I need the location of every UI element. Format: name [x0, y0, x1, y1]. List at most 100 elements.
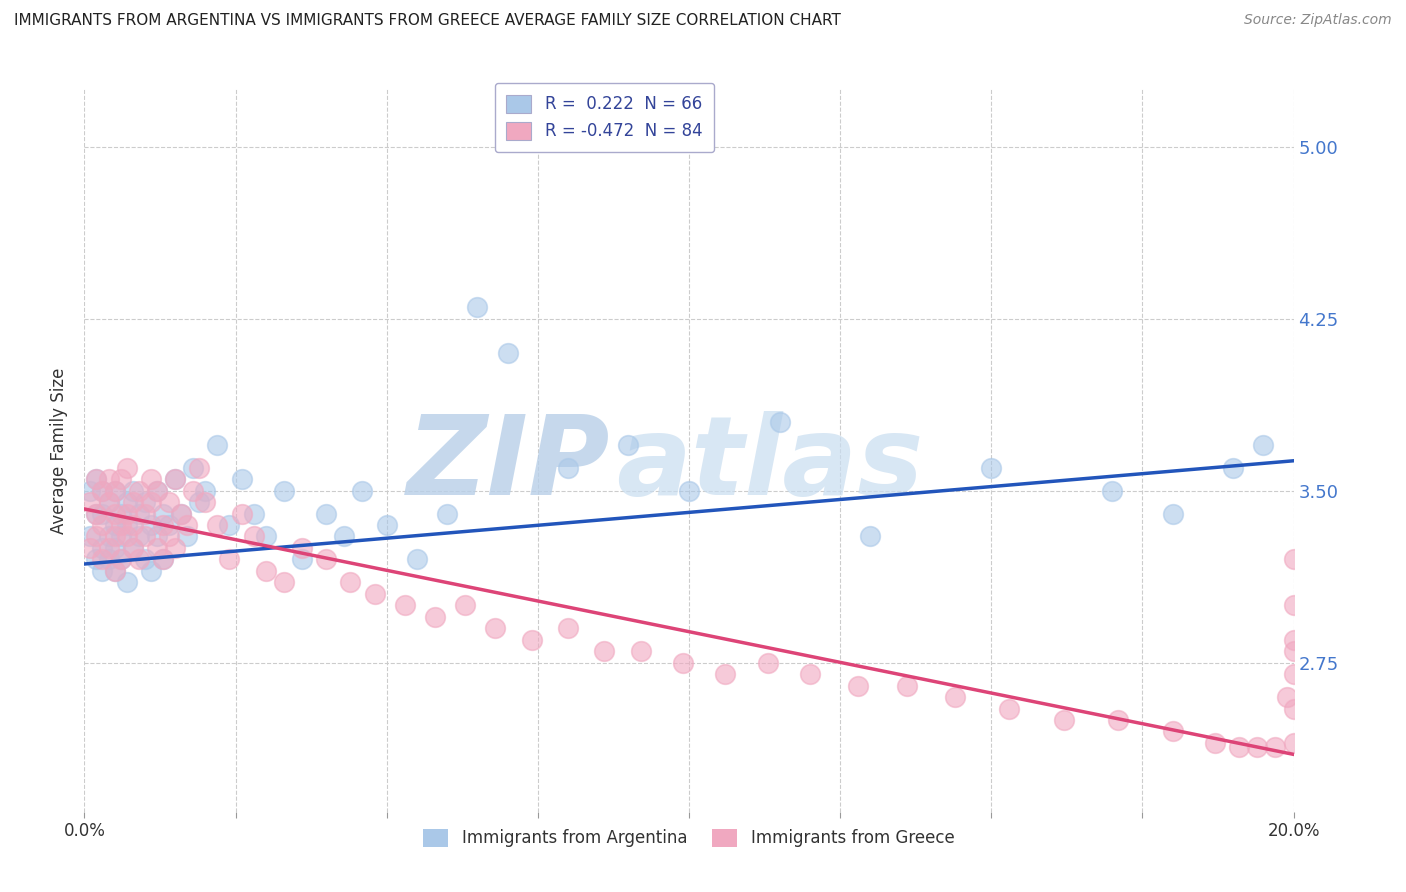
Point	[231, 507, 253, 521]
Point	[110, 472, 132, 486]
Point	[231, 472, 253, 486]
Point	[1253, 438, 1275, 452]
Point	[678, 483, 700, 498]
Point	[799, 667, 821, 681]
Point	[176, 518, 198, 533]
Point	[339, 575, 361, 590]
Point	[157, 495, 180, 509]
Text: IMMIGRANTS FROM ARGENTINA VS IMMIGRANTS FROM GREECE AVERAGE FAMILY SIZE CORRELAT: IMMIGRANTS FROM ARGENTINA VS IMMIGRANTS …	[14, 13, 841, 29]
Point	[104, 564, 127, 578]
Point	[181, 460, 204, 475]
Point	[139, 495, 162, 509]
Point	[454, 599, 477, 613]
Point	[363, 587, 385, 601]
Point	[165, 541, 187, 555]
Point	[207, 518, 229, 533]
Point	[104, 483, 127, 498]
Point	[97, 495, 120, 509]
Point	[134, 552, 156, 566]
Point	[97, 541, 120, 555]
Point	[115, 529, 138, 543]
Point	[104, 518, 127, 533]
Point	[91, 483, 114, 498]
Point	[86, 472, 108, 486]
Point	[1107, 713, 1129, 727]
Point	[1264, 740, 1286, 755]
Point	[769, 415, 792, 429]
Point	[980, 460, 1002, 475]
Point	[104, 541, 127, 555]
Point	[593, 644, 616, 658]
Point	[273, 575, 295, 590]
Point	[91, 483, 114, 498]
Point	[436, 507, 458, 521]
Point	[291, 541, 314, 555]
Point	[218, 518, 240, 533]
Point	[128, 483, 150, 498]
Point	[91, 564, 114, 578]
Point	[557, 621, 579, 635]
Point	[152, 552, 174, 566]
Point	[91, 507, 114, 521]
Point	[242, 529, 264, 543]
Point	[273, 483, 295, 498]
Point	[110, 518, 132, 533]
Point	[91, 552, 114, 566]
Point	[1282, 701, 1305, 715]
Point	[714, 667, 737, 681]
Point	[630, 644, 652, 658]
Point	[1282, 552, 1305, 566]
Point	[146, 483, 169, 498]
Point	[104, 507, 127, 521]
Point	[207, 438, 229, 452]
Point	[165, 472, 187, 486]
Point	[467, 300, 489, 314]
Point	[170, 507, 193, 521]
Point	[998, 701, 1021, 715]
Point	[1161, 507, 1184, 521]
Point	[134, 495, 156, 509]
Point	[315, 507, 337, 521]
Point	[97, 495, 120, 509]
Point	[110, 507, 132, 521]
Point	[121, 541, 143, 555]
Point	[617, 438, 640, 452]
Legend: Immigrants from Argentina, Immigrants from Greece: Immigrants from Argentina, Immigrants fr…	[416, 822, 962, 854]
Point	[315, 552, 337, 566]
Point	[406, 552, 429, 566]
Point	[110, 552, 132, 566]
Point	[79, 529, 101, 543]
Point	[86, 472, 108, 486]
Point	[79, 495, 101, 509]
Point	[672, 656, 695, 670]
Point	[188, 460, 211, 475]
Point	[86, 507, 108, 521]
Point	[115, 495, 138, 509]
Point	[110, 552, 132, 566]
Point	[152, 552, 174, 566]
Point	[352, 483, 374, 498]
Point	[1282, 644, 1305, 658]
Point	[1246, 740, 1268, 755]
Point	[557, 460, 579, 475]
Point	[170, 507, 193, 521]
Point	[423, 609, 446, 624]
Y-axis label: Average Family Size: Average Family Size	[51, 368, 69, 533]
Point	[104, 483, 127, 498]
Point	[496, 346, 519, 360]
Point	[1053, 713, 1076, 727]
Point	[1282, 736, 1305, 750]
Point	[86, 552, 108, 566]
Point	[128, 529, 150, 543]
Point	[97, 552, 120, 566]
Point	[943, 690, 966, 704]
Point	[896, 679, 918, 693]
Point	[756, 656, 779, 670]
Point	[254, 564, 277, 578]
Point	[79, 483, 101, 498]
Point	[104, 564, 127, 578]
Point	[291, 552, 314, 566]
Point	[1161, 724, 1184, 739]
Point	[128, 507, 150, 521]
Text: Source: ZipAtlas.com: Source: ZipAtlas.com	[1244, 13, 1392, 28]
